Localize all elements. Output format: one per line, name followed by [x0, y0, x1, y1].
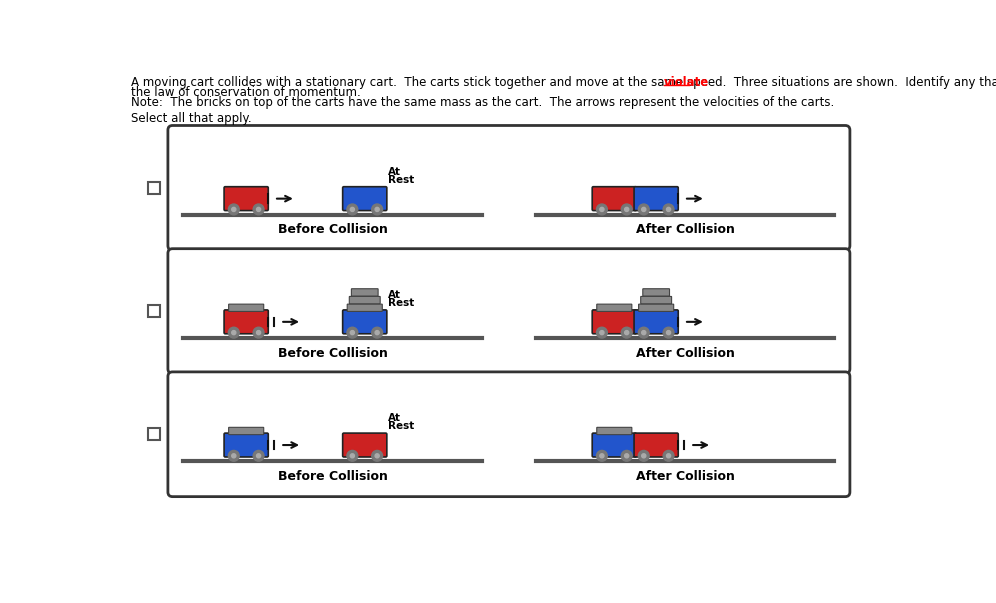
- Circle shape: [257, 330, 261, 335]
- Circle shape: [666, 330, 670, 335]
- Circle shape: [347, 450, 358, 461]
- Circle shape: [232, 454, 236, 458]
- Circle shape: [228, 327, 239, 338]
- Circle shape: [351, 454, 355, 458]
- Circle shape: [624, 207, 628, 212]
- Circle shape: [375, 454, 379, 458]
- FancyBboxPatch shape: [640, 297, 671, 304]
- FancyBboxPatch shape: [224, 187, 268, 210]
- Text: At: At: [388, 414, 401, 423]
- FancyBboxPatch shape: [350, 297, 380, 304]
- Circle shape: [641, 330, 645, 335]
- Circle shape: [257, 454, 261, 458]
- Circle shape: [641, 454, 645, 458]
- FancyBboxPatch shape: [597, 304, 631, 311]
- Text: the law of conservation of momentum.: the law of conservation of momentum.: [130, 86, 361, 99]
- Circle shape: [372, 450, 382, 461]
- Text: violate: violate: [664, 76, 709, 89]
- FancyBboxPatch shape: [147, 182, 160, 194]
- FancyBboxPatch shape: [634, 433, 678, 457]
- FancyBboxPatch shape: [593, 310, 636, 334]
- Circle shape: [663, 450, 674, 461]
- Circle shape: [597, 450, 608, 461]
- Circle shape: [253, 327, 264, 338]
- FancyBboxPatch shape: [168, 125, 850, 250]
- Text: Before Collision: Before Collision: [278, 223, 387, 236]
- Circle shape: [622, 450, 632, 461]
- Text: After Collision: After Collision: [635, 347, 734, 359]
- FancyBboxPatch shape: [638, 304, 673, 311]
- Circle shape: [597, 204, 608, 215]
- Circle shape: [600, 207, 604, 212]
- Circle shape: [372, 327, 382, 338]
- FancyBboxPatch shape: [147, 428, 160, 440]
- FancyBboxPatch shape: [343, 310, 386, 334]
- FancyBboxPatch shape: [597, 428, 631, 435]
- Circle shape: [253, 450, 264, 461]
- Circle shape: [351, 207, 355, 212]
- Circle shape: [600, 454, 604, 458]
- Text: A moving cart collides with a stationary cart.  The carts stick together and mov: A moving cart collides with a stationary…: [130, 76, 996, 89]
- Circle shape: [375, 330, 379, 335]
- FancyBboxPatch shape: [229, 304, 264, 311]
- Circle shape: [663, 204, 674, 215]
- FancyBboxPatch shape: [593, 433, 636, 457]
- Circle shape: [638, 450, 649, 461]
- FancyBboxPatch shape: [634, 187, 678, 210]
- Circle shape: [663, 327, 674, 338]
- Circle shape: [351, 330, 355, 335]
- FancyBboxPatch shape: [224, 310, 268, 334]
- Circle shape: [641, 207, 645, 212]
- Circle shape: [372, 204, 382, 215]
- FancyBboxPatch shape: [348, 304, 382, 311]
- Text: Before Collision: Before Collision: [278, 470, 387, 483]
- Text: At: At: [388, 167, 401, 177]
- FancyBboxPatch shape: [343, 187, 386, 210]
- FancyBboxPatch shape: [642, 289, 669, 296]
- FancyBboxPatch shape: [352, 289, 378, 296]
- Text: After Collision: After Collision: [635, 470, 734, 483]
- Text: Note:  The bricks on top of the carts have the same mass as the cart.  The arrow: Note: The bricks on top of the carts hav…: [130, 96, 834, 109]
- FancyBboxPatch shape: [224, 433, 268, 457]
- FancyBboxPatch shape: [634, 310, 678, 334]
- FancyBboxPatch shape: [168, 372, 850, 497]
- FancyBboxPatch shape: [593, 187, 636, 210]
- FancyBboxPatch shape: [229, 428, 264, 435]
- Text: Rest: Rest: [388, 421, 414, 431]
- Circle shape: [347, 327, 358, 338]
- Circle shape: [375, 207, 379, 212]
- Circle shape: [232, 330, 236, 335]
- Circle shape: [622, 204, 632, 215]
- Text: Rest: Rest: [388, 298, 414, 308]
- Circle shape: [624, 330, 628, 335]
- Circle shape: [232, 207, 236, 212]
- Circle shape: [600, 330, 604, 335]
- Circle shape: [638, 327, 649, 338]
- Circle shape: [666, 207, 670, 212]
- Circle shape: [597, 327, 608, 338]
- FancyBboxPatch shape: [147, 305, 160, 317]
- Text: At: At: [388, 290, 401, 300]
- Text: After Collision: After Collision: [635, 223, 734, 236]
- Circle shape: [622, 327, 632, 338]
- Circle shape: [624, 454, 628, 458]
- FancyBboxPatch shape: [168, 248, 850, 373]
- Circle shape: [253, 204, 264, 215]
- Circle shape: [228, 450, 239, 461]
- Circle shape: [638, 204, 649, 215]
- Circle shape: [347, 204, 358, 215]
- Circle shape: [257, 207, 261, 212]
- FancyBboxPatch shape: [343, 433, 386, 457]
- Circle shape: [228, 204, 239, 215]
- Text: Select all that apply.: Select all that apply.: [130, 112, 251, 125]
- Text: Rest: Rest: [388, 175, 414, 185]
- Circle shape: [666, 454, 670, 458]
- Text: Before Collision: Before Collision: [278, 347, 387, 359]
